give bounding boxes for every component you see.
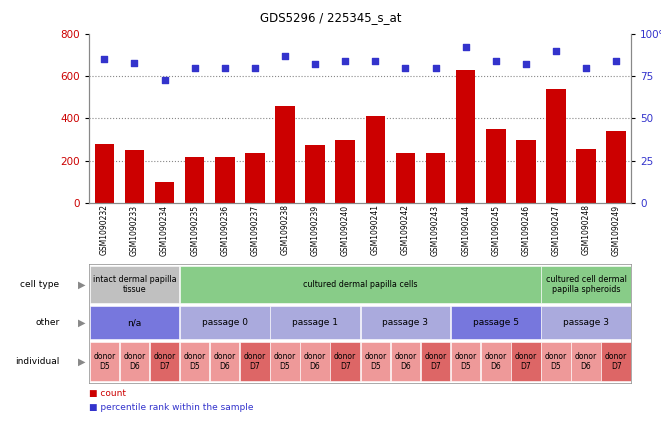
Text: donor
D5: donor D5 (93, 352, 116, 371)
Point (310, 61, 321, 68)
Text: donor
D6: donor D6 (485, 352, 507, 371)
Text: donor
D7: donor D7 (153, 352, 176, 371)
Bar (541, 306, 631, 339)
Bar (541, 266, 631, 303)
Text: donor
D5: donor D5 (274, 352, 296, 371)
Point (460, 44, 471, 51)
Text: donor
D6: donor D6 (395, 352, 416, 371)
Bar (125, 150, 144, 203)
Bar (546, 89, 566, 203)
Bar (571, 342, 601, 381)
Text: donor
D7: donor D7 (515, 352, 537, 371)
Bar (89, 306, 179, 339)
Bar (335, 140, 355, 203)
Bar (360, 342, 390, 381)
Point (400, 64, 410, 71)
Bar (396, 154, 415, 203)
Bar (245, 154, 264, 203)
Bar (300, 342, 330, 381)
Text: GDS5296 / 225345_s_at: GDS5296 / 225345_s_at (260, 11, 401, 24)
Bar (391, 342, 420, 381)
Text: passage 3: passage 3 (383, 318, 428, 327)
Bar (180, 342, 210, 381)
Text: donor
D5: donor D5 (184, 352, 206, 371)
Bar (270, 306, 360, 339)
Bar (240, 342, 270, 381)
Text: donor
D6: donor D6 (214, 352, 236, 371)
Text: ▶: ▶ (77, 357, 85, 367)
Text: donor
D5: donor D5 (455, 352, 477, 371)
Point (99, 56, 110, 63)
Point (430, 64, 441, 71)
Text: other: other (35, 318, 59, 327)
Bar (89, 342, 119, 381)
Point (129, 59, 139, 66)
Text: donor
D7: donor D7 (244, 352, 266, 371)
Bar (275, 106, 295, 203)
Text: donor
D7: donor D7 (605, 352, 627, 371)
Bar (330, 342, 360, 381)
Bar (95, 144, 114, 203)
Bar (451, 306, 541, 339)
Bar (270, 342, 299, 381)
Bar (451, 342, 481, 381)
Bar (185, 157, 204, 203)
Point (551, 47, 561, 54)
Text: passage 1: passage 1 (292, 318, 338, 327)
Bar (456, 70, 475, 203)
Text: ▶: ▶ (77, 280, 85, 289)
Bar (511, 342, 541, 381)
Text: ■ count: ■ count (89, 389, 126, 398)
Text: ■ percentile rank within the sample: ■ percentile rank within the sample (89, 404, 254, 412)
Point (581, 64, 592, 71)
Bar (481, 342, 510, 381)
Text: intact dermal papilla
tissue: intact dermal papilla tissue (93, 275, 176, 294)
Bar (366, 116, 385, 203)
Point (219, 64, 230, 71)
Bar (150, 342, 179, 381)
Bar (89, 266, 179, 303)
Point (250, 64, 260, 71)
Text: cultured dermal papilla cells: cultured dermal papilla cells (303, 280, 418, 289)
Point (189, 64, 200, 71)
Bar (606, 131, 626, 203)
Bar (360, 306, 450, 339)
Bar (215, 157, 235, 203)
Text: cell type: cell type (20, 280, 59, 289)
Bar (210, 342, 239, 381)
Text: individual: individual (15, 357, 59, 366)
Text: passage 0: passage 0 (202, 318, 248, 327)
Bar (305, 145, 325, 203)
Text: donor
D6: donor D6 (575, 352, 597, 371)
Text: donor
D5: donor D5 (364, 352, 387, 371)
Point (521, 61, 531, 68)
Point (490, 58, 501, 64)
Bar (516, 140, 535, 203)
Point (340, 58, 350, 64)
Bar (576, 149, 596, 203)
Bar (541, 342, 570, 381)
Text: donor
D7: donor D7 (424, 352, 447, 371)
Bar (180, 266, 541, 303)
Bar (120, 342, 149, 381)
Text: n/a: n/a (128, 318, 141, 327)
Text: passage 3: passage 3 (563, 318, 609, 327)
Text: donor
D6: donor D6 (124, 352, 145, 371)
Bar (602, 342, 631, 381)
Text: passage 5: passage 5 (473, 318, 519, 327)
Bar (486, 129, 506, 203)
Text: donor
D5: donor D5 (545, 352, 567, 371)
Bar (426, 154, 446, 203)
Point (159, 76, 170, 83)
Bar (155, 182, 175, 203)
Text: donor
D6: donor D6 (304, 352, 326, 371)
Bar (421, 342, 450, 381)
Text: cultured cell dermal
papilla spheroids: cultured cell dermal papilla spheroids (545, 275, 627, 294)
Text: donor
D7: donor D7 (334, 352, 356, 371)
Point (611, 58, 621, 64)
Point (280, 52, 290, 59)
Bar (180, 306, 270, 339)
Point (370, 58, 381, 64)
Text: ▶: ▶ (77, 318, 85, 327)
